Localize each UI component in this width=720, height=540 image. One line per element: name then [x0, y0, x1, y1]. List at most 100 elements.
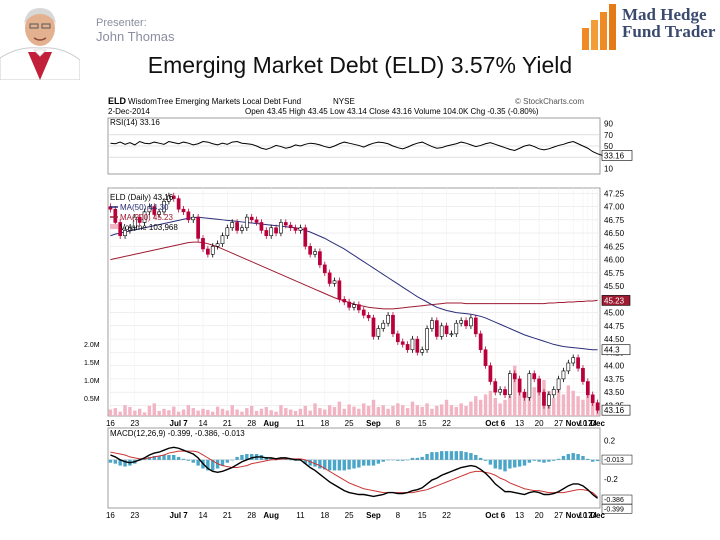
volume-bar [172, 406, 176, 416]
volume-bar [225, 410, 230, 416]
rsi-tick-label: 10 [604, 164, 613, 173]
macd-histogram-bar [269, 457, 273, 460]
volume-bar [133, 410, 137, 416]
legend-ma50: MA(50) 44.30 [120, 203, 169, 212]
legend-ma200: MA(200) 45.23 [120, 213, 173, 222]
x-tick-label: 27 [554, 419, 563, 428]
candle-body [434, 320, 439, 337]
macd-histogram-bar [342, 459, 346, 471]
mad-hedge-logo: Mad Hedge Fund Trader [580, 0, 720, 52]
candle-body [512, 373, 517, 380]
macd-histogram-bar [425, 454, 429, 460]
x-tick-label: 10 [578, 419, 587, 428]
price-tick-label: 43.75 [604, 375, 625, 384]
rsi-line [110, 140, 603, 156]
volume-bar [566, 385, 571, 416]
volume-bar [571, 390, 575, 416]
macd-histogram-bar [415, 457, 420, 460]
candle-body [415, 338, 420, 353]
x-tick-label-bottom: 14 [199, 511, 208, 520]
volume-bar [303, 405, 307, 416]
x-tick-label-bottom: 22 [442, 511, 451, 520]
macd-histogram-bar [435, 452, 439, 460]
candle-body [395, 333, 400, 343]
candle-body [123, 230, 127, 237]
slide-title: Emerging Market Debt (ELD) 3.57% Yield [147, 52, 573, 78]
presenter-label: Presenter: [96, 17, 147, 29]
volume-bar [498, 403, 502, 416]
price-tick-label: 46.75 [604, 216, 625, 225]
candle-body [162, 200, 166, 213]
macd-histogram-bar [556, 458, 561, 460]
macd-histogram-bar [332, 459, 337, 471]
candle-body [337, 280, 342, 300]
close-current-label-box [601, 404, 631, 416]
price-tick-label: 44.50 [604, 335, 625, 344]
macd-histogram-bar [464, 452, 468, 460]
volume-bar [279, 405, 283, 416]
macd-histogram-bar [308, 459, 312, 466]
candle-body [167, 195, 171, 202]
volume-bar [444, 399, 449, 416]
x-tick-label: 17 [583, 419, 592, 428]
rsi-tick-label: 90 [604, 120, 613, 129]
volume-bar [347, 404, 351, 416]
x-tick-label-bottom: 18 [320, 511, 329, 520]
candle-body [444, 325, 449, 335]
volume-bar [235, 409, 239, 416]
candle-body [478, 333, 483, 351]
volume-bar [196, 410, 200, 416]
chart-date: 2-Dec-2014 [108, 107, 150, 116]
candle-body [201, 238, 205, 250]
macd-tick-label: 0.2 [604, 437, 616, 446]
candle-body [410, 338, 415, 351]
macd-histogram-bar [537, 459, 541, 462]
candle-body [128, 227, 132, 231]
x-tick-label: 21 [223, 419, 232, 428]
macd-histogram-bar [513, 459, 517, 468]
candle-body [488, 365, 493, 382]
macd-histogram-bar [454, 451, 459, 460]
volume-bar [478, 399, 483, 416]
x-tick-label-bottom: Sep [366, 511, 381, 520]
candle-body [405, 344, 410, 351]
ma200-current-label-box [601, 295, 631, 306]
volume-bars [108, 365, 600, 416]
price-axis: 47.25 47.00 46.75 46.50 46.25 46.00 45.75 45.50… [601, 189, 631, 416]
macd-plot [108, 446, 600, 499]
volume-bar [556, 389, 561, 416]
volume-bar [391, 405, 395, 416]
macd-histogram-bar [517, 459, 522, 467]
candle-body [561, 370, 566, 380]
macd-histogram-bar [352, 459, 356, 469]
candle-body [542, 391, 546, 406]
macd-histogram-bar [357, 459, 361, 468]
x-tick-label: Oct 6 [485, 419, 506, 428]
macd-histogram-bar [235, 456, 239, 460]
candle-body [318, 251, 322, 266]
x-tick-label: Dec [590, 419, 605, 428]
volume-bar [352, 406, 356, 416]
volume-bar [420, 407, 424, 416]
volume-bar [284, 408, 288, 416]
candle-body [556, 378, 561, 390]
price-tick-label: 47.00 [604, 203, 625, 212]
volume-bar [503, 399, 507, 416]
candle-body [430, 320, 434, 329]
x-tick-label: Jul 7 [170, 419, 189, 428]
x-axis-dates: 16 23 Jul 7 14 21 28 Aug 11 18 25 Sep 8 15 22 Oct 6 13 2… [106, 419, 605, 428]
candle-body [483, 349, 488, 366]
volume-bar [522, 394, 527, 416]
macd-histogram-bar [318, 459, 322, 469]
macd-histogram-bar [586, 458, 590, 460]
candle-body [288, 224, 293, 229]
volume-bar [113, 408, 118, 416]
macd-histogram-bar [449, 451, 454, 460]
candle-body [113, 208, 118, 223]
candle-body [551, 389, 556, 396]
macd-histogram-bar [552, 459, 556, 461]
ma50-current-label: 44.3 [604, 346, 620, 355]
candle-body [371, 317, 376, 337]
macd-histogram-bar [581, 455, 585, 460]
macd-histogram-bar [439, 451, 444, 460]
